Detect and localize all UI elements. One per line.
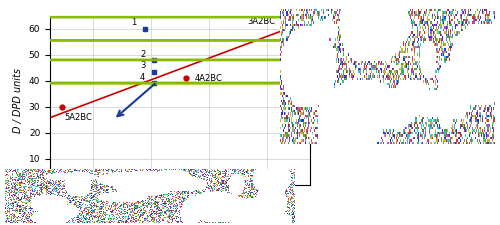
Y-axis label: D / DPD units: D / DPD units <box>13 68 23 133</box>
Text: 2: 2 <box>140 50 145 58</box>
Text: 3A2BC: 3A2BC <box>248 17 276 26</box>
Text: 5A2BC: 5A2BC <box>64 113 92 122</box>
Text: 4: 4 <box>140 73 145 82</box>
Text: 4A2BC: 4A2BC <box>194 74 222 83</box>
Text: 3: 3 <box>140 61 145 70</box>
X-axis label: 1/P°0.33: 1/P°0.33 <box>159 209 201 219</box>
Text: 1: 1 <box>132 18 136 27</box>
